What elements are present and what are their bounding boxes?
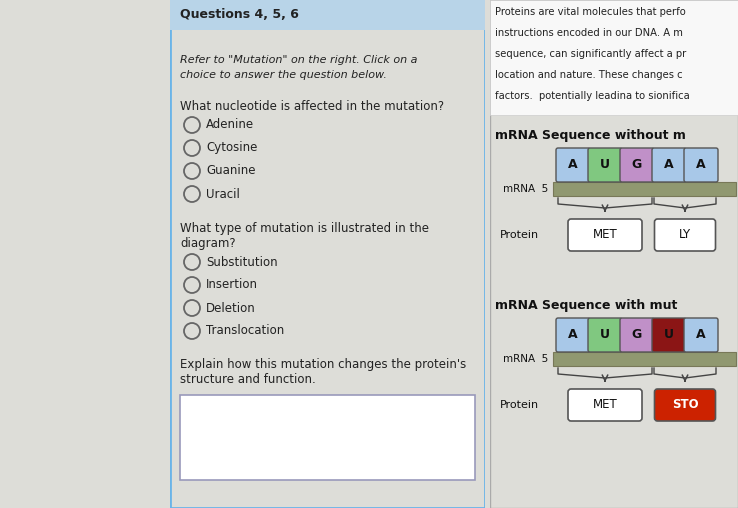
FancyBboxPatch shape — [588, 318, 622, 352]
Text: mRNA  5: mRNA 5 — [503, 184, 548, 194]
FancyBboxPatch shape — [588, 148, 622, 182]
Text: Substitution: Substitution — [206, 256, 277, 269]
Text: Refer to "Mutation" on the right. Click on a: Refer to "Mutation" on the right. Click … — [180, 55, 418, 65]
FancyBboxPatch shape — [490, 0, 738, 115]
FancyBboxPatch shape — [556, 148, 590, 182]
Text: diagram?: diagram? — [180, 237, 235, 250]
Text: MET: MET — [593, 229, 618, 241]
Text: A: A — [568, 329, 578, 341]
FancyBboxPatch shape — [655, 389, 716, 421]
Text: A: A — [696, 158, 706, 172]
Text: Adenine: Adenine — [206, 118, 254, 132]
Text: Protein: Protein — [500, 400, 539, 410]
Text: U: U — [600, 158, 610, 172]
Text: U: U — [600, 329, 610, 341]
Text: Insertion: Insertion — [206, 278, 258, 292]
Text: Cytosine: Cytosine — [206, 142, 258, 154]
Text: mRNA Sequence without m: mRNA Sequence without m — [495, 129, 686, 142]
Text: A: A — [568, 158, 578, 172]
FancyBboxPatch shape — [553, 352, 736, 366]
Text: factors.  potentially leadina to sionifica: factors. potentially leadina to sionific… — [495, 91, 690, 101]
Text: sequence, can significantly affect a pr: sequence, can significantly affect a pr — [495, 49, 686, 59]
FancyBboxPatch shape — [655, 219, 716, 251]
Text: Protein: Protein — [500, 230, 539, 240]
Text: LY: LY — [679, 229, 691, 241]
Text: MET: MET — [593, 398, 618, 411]
FancyBboxPatch shape — [620, 318, 654, 352]
Text: Translocation: Translocation — [206, 325, 284, 337]
FancyBboxPatch shape — [553, 182, 736, 196]
Text: Uracil: Uracil — [206, 187, 240, 201]
Text: STO: STO — [672, 398, 698, 411]
Text: G: G — [632, 329, 642, 341]
FancyBboxPatch shape — [180, 395, 475, 480]
Text: mRNA  5: mRNA 5 — [503, 354, 548, 364]
Text: Deletion: Deletion — [206, 302, 256, 314]
Text: A: A — [696, 329, 706, 341]
Text: What nucleotide is affected in the mutation?: What nucleotide is affected in the mutat… — [180, 100, 444, 113]
Text: G: G — [632, 158, 642, 172]
Text: Guanine: Guanine — [206, 165, 255, 177]
Text: Proteins are vital molecules that perfo: Proteins are vital molecules that perfo — [495, 7, 686, 17]
Text: Explain how this mutation changes the protein's: Explain how this mutation changes the pr… — [180, 358, 466, 371]
Text: A: A — [664, 158, 674, 172]
FancyBboxPatch shape — [568, 389, 642, 421]
Text: mRNA Sequence with mut: mRNA Sequence with mut — [495, 299, 677, 311]
Text: What type of mutation is illustrated in the: What type of mutation is illustrated in … — [180, 222, 429, 235]
Text: Questions 4, 5, 6: Questions 4, 5, 6 — [180, 9, 299, 21]
FancyBboxPatch shape — [684, 318, 718, 352]
Text: choice to answer the question below.: choice to answer the question below. — [180, 70, 387, 80]
FancyBboxPatch shape — [652, 318, 686, 352]
Text: structure and function.: structure and function. — [180, 373, 316, 386]
Text: instructions encoded in our DNA. A m: instructions encoded in our DNA. A m — [495, 28, 683, 38]
FancyBboxPatch shape — [568, 219, 642, 251]
FancyBboxPatch shape — [620, 148, 654, 182]
FancyBboxPatch shape — [684, 148, 718, 182]
FancyBboxPatch shape — [170, 0, 485, 30]
Text: U: U — [664, 329, 674, 341]
Text: location and nature. These changes c: location and nature. These changes c — [495, 70, 683, 80]
FancyBboxPatch shape — [652, 148, 686, 182]
FancyBboxPatch shape — [556, 318, 590, 352]
